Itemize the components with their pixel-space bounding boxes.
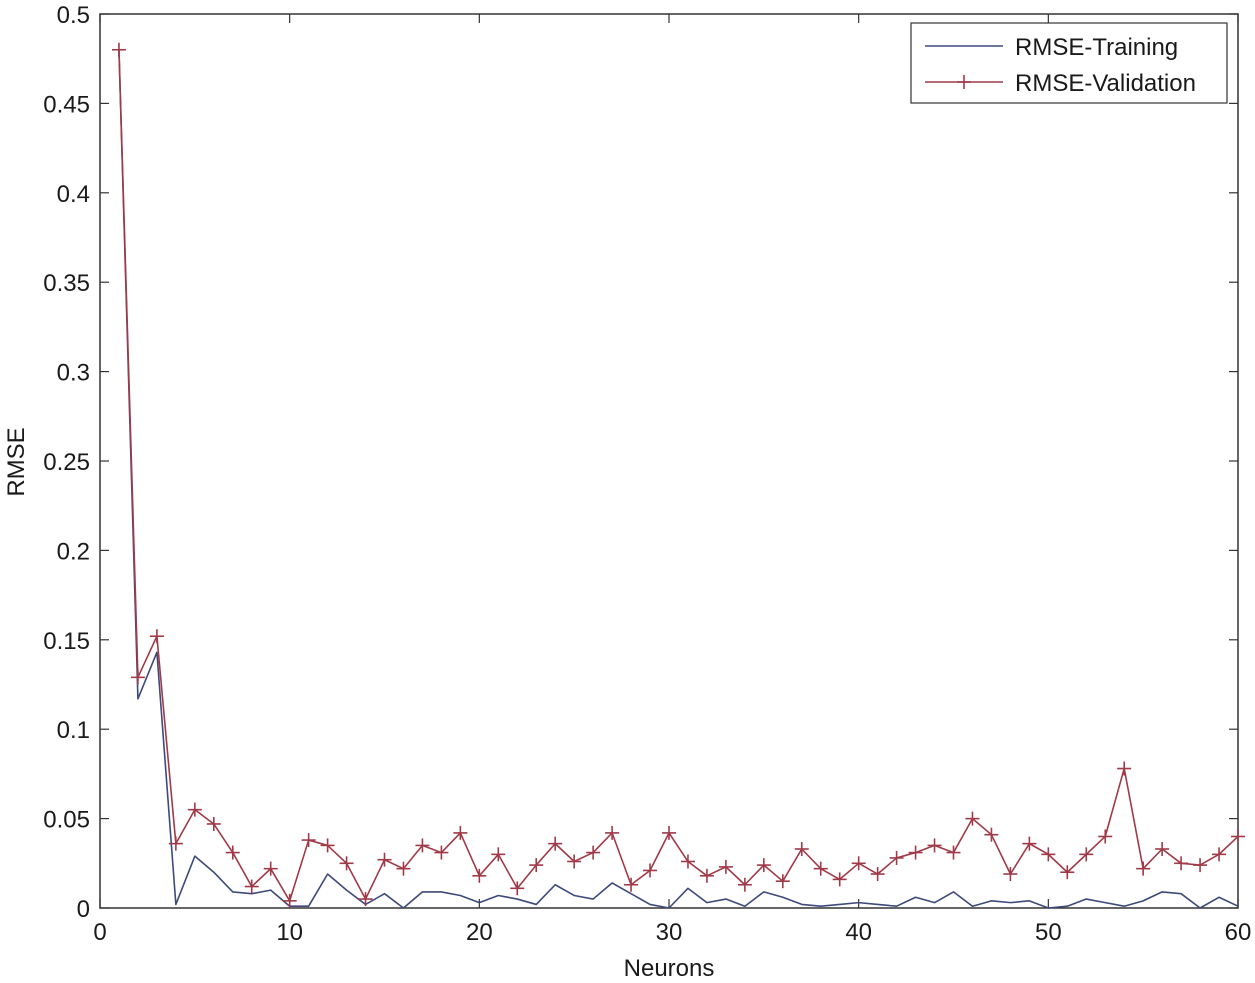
data-point bbox=[1117, 761, 1132, 776]
series-line-rmse-training bbox=[118, 49, 1239, 909]
data-point bbox=[794, 841, 809, 856]
y-tick-label: 0.35 bbox=[43, 270, 90, 297]
data-point bbox=[320, 838, 335, 853]
plot-area bbox=[99, 13, 1239, 909]
data-point bbox=[1136, 861, 1151, 876]
legend-marker-validation bbox=[957, 75, 971, 89]
data-point bbox=[832, 872, 847, 887]
y-tick-label: 0.25 bbox=[43, 449, 90, 476]
data-point bbox=[680, 854, 695, 869]
y-tick-label: 0.2 bbox=[57, 538, 90, 565]
data-point bbox=[1003, 867, 1018, 882]
x-tick-label: 10 bbox=[276, 919, 303, 946]
data-point bbox=[813, 861, 828, 876]
data-point bbox=[624, 877, 639, 892]
data-point bbox=[339, 856, 354, 871]
data-point bbox=[643, 863, 658, 878]
y-tick-label: 0.15 bbox=[43, 628, 90, 655]
data-point bbox=[1098, 829, 1113, 844]
data-point bbox=[149, 629, 164, 644]
x-tick-label: 20 bbox=[466, 919, 493, 946]
data-point bbox=[965, 811, 980, 826]
x-tick-label: 40 bbox=[845, 919, 872, 946]
series-layer bbox=[111, 42, 1245, 909]
legend-box bbox=[910, 22, 1228, 104]
data-point bbox=[263, 861, 278, 876]
x-axis-label: Neurons bbox=[624, 955, 715, 982]
series-line-rmse-validation bbox=[118, 49, 1239, 902]
series-markers-rmse-validation bbox=[111, 42, 1245, 908]
data-point bbox=[946, 845, 961, 860]
data-point bbox=[244, 879, 259, 894]
data-point bbox=[586, 845, 601, 860]
data-point bbox=[927, 838, 942, 853]
data-point bbox=[529, 858, 544, 873]
data-point bbox=[889, 850, 904, 865]
data-point bbox=[510, 881, 525, 896]
data-point bbox=[111, 42, 126, 57]
y-tick-label: 0.4 bbox=[57, 181, 90, 208]
data-point bbox=[491, 847, 506, 862]
data-point bbox=[718, 859, 733, 874]
data-point bbox=[396, 861, 411, 876]
data-point bbox=[737, 877, 752, 892]
data-point bbox=[1060, 865, 1075, 880]
y-tick-label: 0.05 bbox=[43, 807, 90, 834]
y-tick-label: 0.45 bbox=[43, 91, 90, 118]
data-point bbox=[377, 852, 392, 867]
x-tick-label: 0 bbox=[93, 919, 106, 946]
x-tick-label: 60 bbox=[1225, 919, 1252, 946]
data-point bbox=[453, 825, 468, 840]
data-point bbox=[567, 854, 582, 869]
data-point bbox=[699, 868, 714, 883]
axis-ticks bbox=[99, 13, 1239, 909]
legend-label-validation: RMSE-Validation bbox=[1015, 70, 1196, 97]
y-tick-label: 0 bbox=[77, 896, 90, 923]
data-point bbox=[1041, 847, 1056, 862]
data-point bbox=[870, 867, 885, 882]
data-point bbox=[1212, 847, 1227, 862]
data-point bbox=[756, 858, 771, 873]
data-point bbox=[187, 802, 202, 817]
y-tick-label: 0.5 bbox=[57, 2, 90, 29]
data-point bbox=[851, 856, 866, 871]
data-point bbox=[472, 868, 487, 883]
axis-tick-labels: 0 10 20 30 40 50 60 0 0.05 0.1 0.15 0.2 0.25 0.3 0.35 0… bbox=[43, 2, 1251, 946]
data-point bbox=[168, 836, 183, 851]
data-point bbox=[415, 838, 430, 853]
legend: RMSE-Training RMSE-Validation bbox=[910, 22, 1228, 104]
data-point bbox=[1174, 856, 1189, 871]
data-point bbox=[548, 836, 563, 851]
data-point bbox=[984, 827, 999, 842]
x-tick-label: 30 bbox=[656, 919, 683, 946]
data-point bbox=[225, 845, 240, 860]
data-point bbox=[358, 892, 373, 907]
data-point bbox=[1231, 829, 1245, 844]
data-point bbox=[301, 833, 316, 848]
data-point bbox=[1155, 841, 1170, 856]
data-point bbox=[282, 893, 297, 908]
y-tick-label: 0.1 bbox=[57, 717, 90, 744]
data-point bbox=[130, 670, 145, 685]
data-point bbox=[1193, 858, 1208, 873]
data-point bbox=[908, 845, 923, 860]
data-point bbox=[662, 825, 676, 840]
data-point bbox=[605, 825, 620, 840]
legend-label-training: RMSE-Training bbox=[1015, 34, 1178, 61]
y-tick-label: 0.3 bbox=[57, 360, 90, 387]
x-tick-label: 50 bbox=[1035, 919, 1062, 946]
data-point bbox=[1079, 847, 1094, 862]
data-point bbox=[775, 874, 790, 889]
data-point bbox=[434, 845, 449, 860]
data-point bbox=[206, 816, 221, 831]
data-point bbox=[1022, 836, 1037, 851]
y-axis-label: RMSE bbox=[3, 427, 30, 496]
